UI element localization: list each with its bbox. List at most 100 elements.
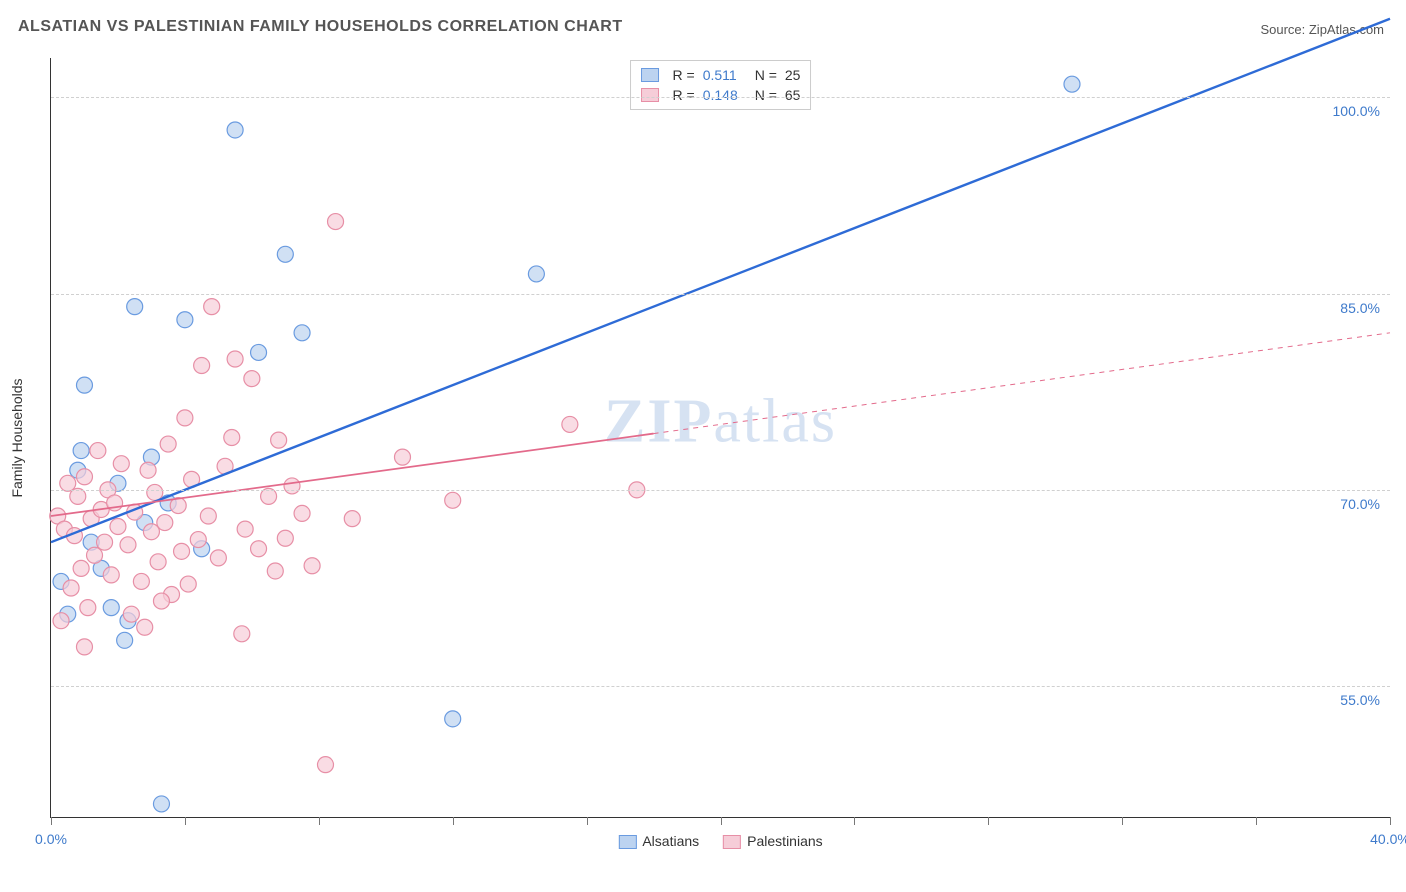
scatter-point (53, 613, 69, 629)
scatter-point (76, 377, 92, 393)
scatter-point (277, 530, 293, 546)
x-tick-label: 0.0% (35, 831, 67, 847)
scatter-point (127, 299, 143, 315)
x-tick (1122, 817, 1123, 825)
legend-label: Palestinians (747, 833, 823, 849)
scatter-point (123, 606, 139, 622)
bottom-legend: Alsatians Palestinians (618, 833, 822, 849)
scatter-point (227, 351, 243, 367)
x-tick (854, 817, 855, 825)
scatter-point (210, 550, 226, 566)
scatter-point (73, 443, 89, 459)
stats-box: R =0.511N =25R =0.148N =65 (630, 60, 812, 110)
plot-svg (51, 58, 1390, 817)
legend-item: Alsatians (618, 833, 699, 849)
scatter-point (76, 469, 92, 485)
x-tick-label: 40.0% (1370, 831, 1406, 847)
scatter-point (103, 567, 119, 583)
gridline-h (51, 686, 1390, 687)
gridline-h (51, 97, 1390, 98)
scatter-point (76, 639, 92, 655)
scatter-point (90, 443, 106, 459)
scatter-point (153, 593, 169, 609)
scatter-point (251, 344, 267, 360)
legend-swatch (641, 88, 659, 102)
legend-label: Alsatians (642, 833, 699, 849)
scatter-point (157, 515, 173, 531)
legend-item: Palestinians (723, 833, 823, 849)
scatter-point (120, 537, 136, 553)
plot-area: Family Households ZIPatlas R =0.511N =25… (50, 58, 1390, 818)
legend-swatch (723, 835, 741, 849)
scatter-point (224, 430, 240, 446)
x-tick (453, 817, 454, 825)
stats-row: R =0.511N =25 (641, 65, 801, 85)
stat-n-value: 65 (785, 87, 801, 103)
scatter-point (271, 432, 287, 448)
scatter-point (317, 757, 333, 773)
y-tick-label: 55.0% (1340, 692, 1380, 708)
scatter-point (97, 534, 113, 550)
scatter-point (528, 266, 544, 282)
scatter-point (73, 560, 89, 576)
x-tick (319, 817, 320, 825)
x-tick (587, 817, 588, 825)
x-tick (185, 817, 186, 825)
y-tick-label: 85.0% (1340, 300, 1380, 316)
scatter-point (562, 416, 578, 432)
scatter-point (328, 214, 344, 230)
scatter-point (177, 410, 193, 426)
scatter-point (394, 449, 410, 465)
y-tick-label: 100.0% (1333, 103, 1380, 119)
gridline-h (51, 490, 1390, 491)
scatter-point (113, 456, 129, 472)
legend-swatch (641, 68, 659, 82)
legend-swatch (618, 835, 636, 849)
scatter-point (294, 325, 310, 341)
scatter-point (294, 505, 310, 521)
y-axis-title: Family Households (9, 378, 25, 497)
scatter-point (227, 122, 243, 138)
stat-n-label: N = (755, 67, 777, 83)
scatter-point (267, 563, 283, 579)
x-tick (51, 817, 52, 825)
scatter-point (140, 462, 156, 478)
scatter-points (50, 76, 1080, 812)
scatter-point (204, 299, 220, 315)
regression-line-extrapolated (654, 333, 1390, 434)
x-tick (1390, 817, 1391, 825)
scatter-point (180, 576, 196, 592)
scatter-point (200, 508, 216, 524)
scatter-point (150, 554, 166, 570)
scatter-point (190, 532, 206, 548)
scatter-point (237, 521, 253, 537)
scatter-point (177, 312, 193, 328)
scatter-point (194, 358, 210, 374)
scatter-point (174, 543, 190, 559)
scatter-point (344, 511, 360, 527)
scatter-point (117, 632, 133, 648)
scatter-point (80, 600, 96, 616)
scatter-point (110, 518, 126, 534)
x-tick (1256, 817, 1257, 825)
scatter-point (63, 580, 79, 596)
stat-r-label: R = (673, 87, 695, 103)
scatter-point (304, 558, 320, 574)
scatter-point (147, 484, 163, 500)
scatter-point (244, 371, 260, 387)
x-tick (721, 817, 722, 825)
stat-r-value: 0.511 (703, 67, 747, 83)
scatter-point (153, 796, 169, 812)
scatter-point (234, 626, 250, 642)
stat-r-value: 0.148 (703, 87, 747, 103)
scatter-point (445, 711, 461, 727)
stats-row: R =0.148N =65 (641, 85, 801, 105)
scatter-point (251, 541, 267, 557)
scatter-point (133, 573, 149, 589)
scatter-point (445, 492, 461, 508)
scatter-point (1064, 76, 1080, 92)
scatter-point (284, 478, 300, 494)
gridline-h (51, 294, 1390, 295)
scatter-point (87, 547, 103, 563)
y-tick-label: 70.0% (1340, 496, 1380, 512)
